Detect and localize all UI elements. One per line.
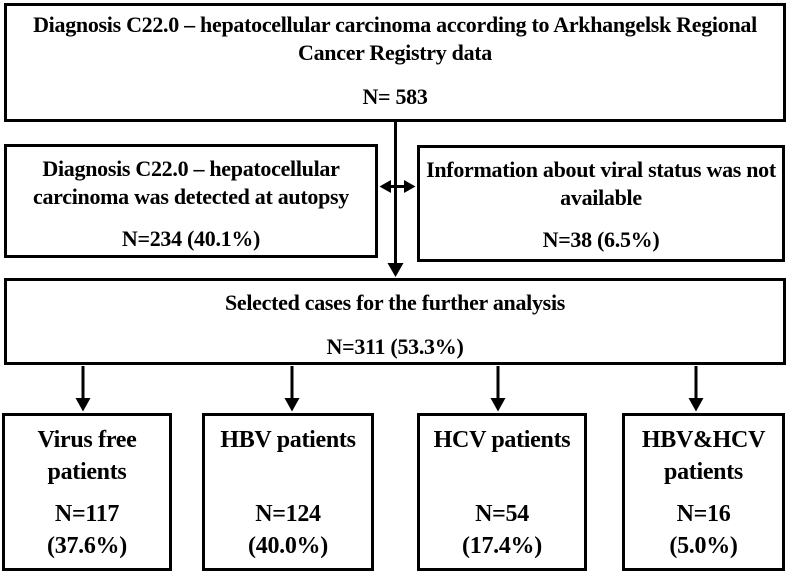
hcv-title: HCV patients xyxy=(433,427,571,453)
hbv-hcv-count: N=16 xyxy=(676,501,731,527)
box-selected-cases: Selected cases for the further analysis … xyxy=(4,278,786,365)
group-arrow-hbv xyxy=(284,366,300,412)
hbv-hcv-title: HBV&HCV patients xyxy=(641,427,766,485)
hbv-hcv-percent: (5.0%) xyxy=(669,533,738,559)
selected-cases-title: Selected cases for the further analysis xyxy=(224,290,566,315)
box-hbv-patients: HBV patients N=124 (40.0%) xyxy=(202,413,374,571)
autopsy-count: N=234 (40.1%) xyxy=(121,226,261,251)
virus-free-count: N=117 xyxy=(54,501,120,527)
box-hbv-hcv-patients: HBV&HCV patients N=16 (5.0%) xyxy=(622,413,785,571)
main-flow-arrow xyxy=(387,122,404,277)
cancer-registry-title: Diagnosis C22.0 – hepatocellular carcino… xyxy=(33,12,757,65)
box-autopsy-detected: Diagnosis C22.0 – hepatocellular carcino… xyxy=(4,144,378,258)
hbv-title: HBV patients xyxy=(220,427,356,453)
group-arrow-virus-free xyxy=(75,366,91,412)
exclusion-double-arrow xyxy=(379,180,416,193)
virus-free-percent: (37.6%) xyxy=(47,533,127,559)
box-virus-free-patients: Virus free patients N=117 (37.6%) xyxy=(2,413,172,571)
selected-cases-count: N=311 (53.3%) xyxy=(326,334,464,359)
group-arrow-hcv xyxy=(490,366,506,412)
cancer-registry-count: N= 583 xyxy=(362,84,428,109)
viral-status-title: Information about viral status was not a… xyxy=(426,157,776,210)
virus-free-title: Virus free patients xyxy=(37,427,137,485)
hcv-percent: (17.4%) xyxy=(462,533,542,559)
box-hcv-patients: HCV patients N=54 (17.4%) xyxy=(417,413,587,571)
hbv-percent: (40.0%) xyxy=(248,533,328,559)
box-cancer-registry: Diagnosis C22.0 – hepatocellular carcino… xyxy=(4,3,786,122)
viral-status-count: N=38 (6.5%) xyxy=(542,227,660,252)
hbv-count: N=124 xyxy=(255,501,321,527)
group-arrow-hbv-hcv xyxy=(688,366,704,412)
autopsy-title: Diagnosis C22.0 – hepatocellular carcino… xyxy=(33,156,349,209)
hcv-count: N=54 xyxy=(475,501,529,527)
box-viral-status-unavailable: Information about viral status was not a… xyxy=(417,145,785,262)
